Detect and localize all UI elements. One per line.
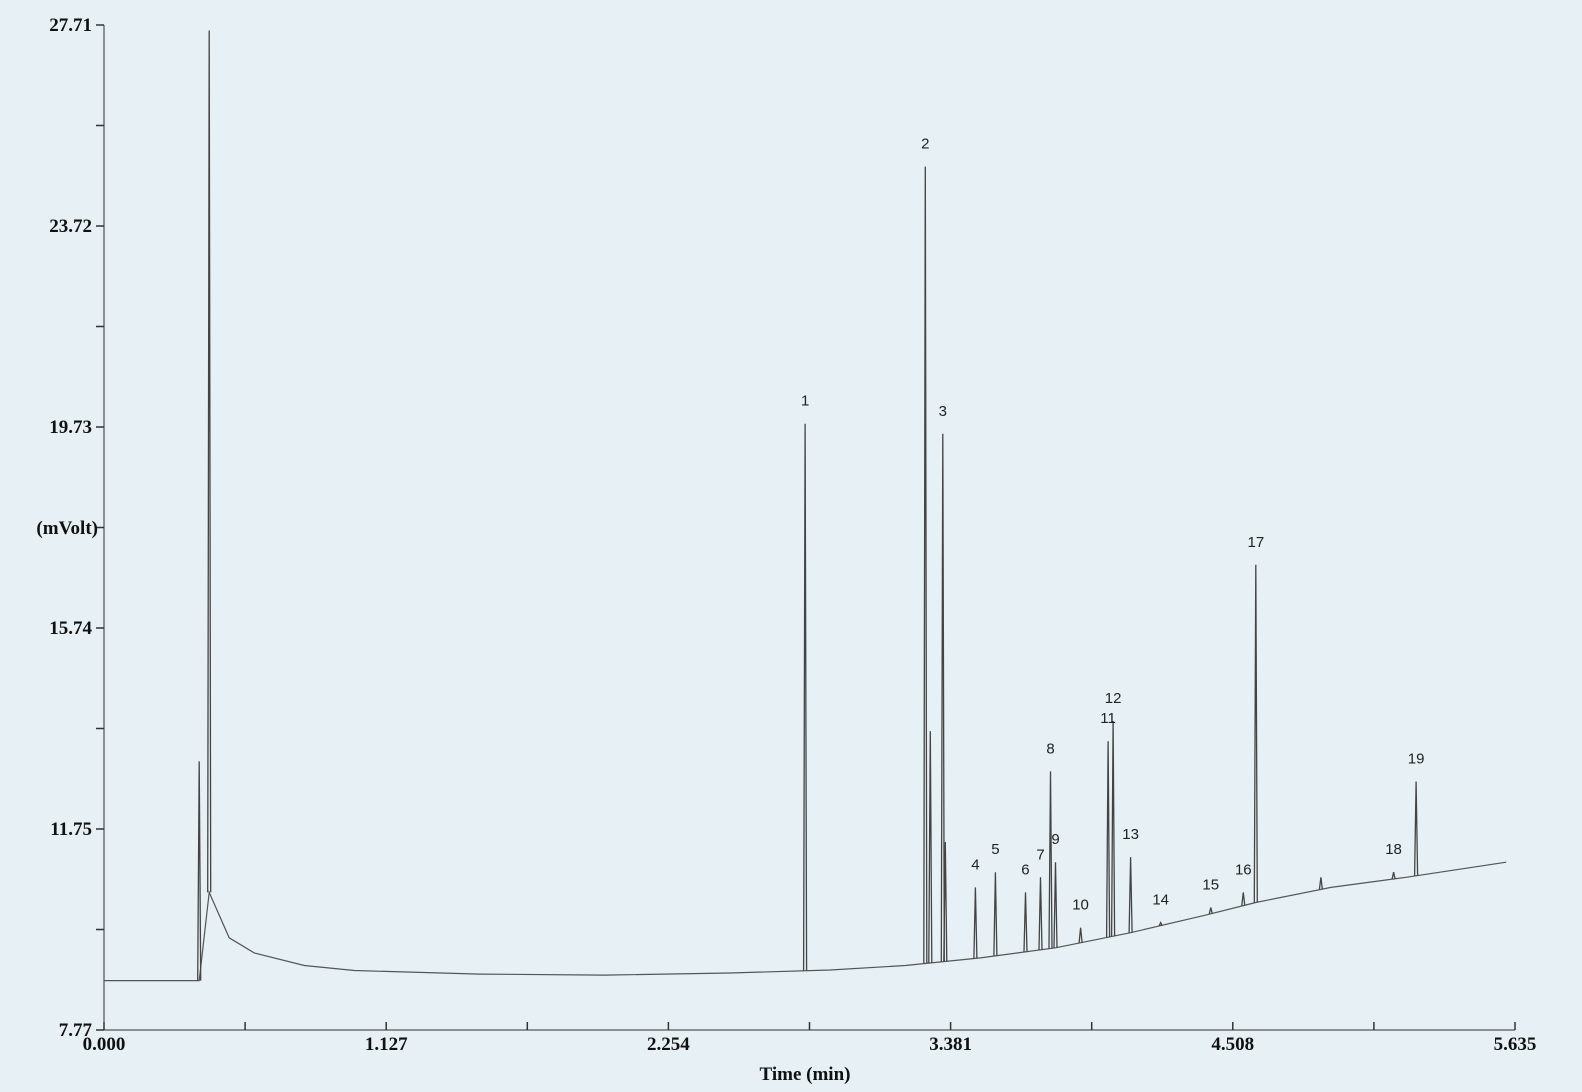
peak-label: 9: [1051, 831, 1059, 848]
peak: [1208, 907, 1213, 914]
peak: [923, 166, 928, 964]
peak-label: 5: [991, 841, 999, 858]
peak-label: 2: [921, 136, 929, 153]
peak: [1048, 771, 1053, 949]
peak-label: 17: [1247, 534, 1264, 551]
peak-label: 8: [1046, 740, 1054, 757]
peak: [1078, 927, 1083, 943]
peak: [1023, 892, 1028, 952]
peak: [1110, 720, 1116, 937]
peak: [993, 872, 998, 956]
peak: [1105, 741, 1111, 938]
peak-label: 3: [939, 403, 947, 420]
peak: [928, 731, 933, 964]
y-axis-ticks: 7.77 11.75 15.74 19.73 23.72 27.71: [49, 15, 104, 1041]
peak: [802, 423, 808, 971]
peak-label: 6: [1021, 861, 1029, 878]
peak-label: 15: [1202, 877, 1219, 894]
peak: [973, 887, 978, 959]
peak-label: 7: [1036, 846, 1044, 863]
y-tick-label: 7.77: [59, 1020, 93, 1041]
peak-label: 11: [1100, 710, 1116, 727]
peak: [207, 30, 212, 893]
peak: [1253, 564, 1258, 903]
y-tick-label: 23.72: [49, 216, 92, 237]
x-tick-label: 1.127: [365, 1034, 408, 1055]
peak: [1158, 921, 1163, 926]
y-tick-label: 11.75: [50, 819, 92, 840]
peak-label: 19: [1408, 751, 1425, 768]
x-tick-label: 4.508: [1211, 1034, 1254, 1055]
x-tick-label: 5.635: [1494, 1034, 1537, 1055]
signal-trace: [104, 30, 1507, 982]
baseline-line: [104, 861, 1507, 982]
peak-label: 4: [971, 856, 979, 873]
peak-label: 13: [1122, 826, 1139, 843]
y-tick-label: 27.71: [49, 15, 92, 36]
peak-label: 16: [1235, 861, 1252, 878]
peak: [943, 841, 948, 962]
y-axis-title: (mVolt): [36, 518, 98, 539]
peak: [1413, 781, 1419, 876]
peak-label: 12: [1105, 690, 1122, 707]
peak: [1241, 892, 1246, 906]
peak-label: 1: [801, 393, 809, 410]
y-tick-label: 15.74: [49, 618, 92, 639]
x-axis-title: Time (min): [760, 1064, 851, 1085]
peak: [1318, 877, 1324, 890]
x-tick-label: 0.000: [83, 1034, 126, 1055]
peak-label: 18: [1385, 841, 1402, 858]
y-tick-label: 19.73: [49, 417, 92, 438]
peak: [1128, 857, 1133, 933]
x-tick-label: 3.381: [929, 1034, 972, 1055]
peak: [1391, 872, 1396, 880]
peak: [197, 761, 202, 981]
x-tick-label: 2.254: [647, 1034, 690, 1055]
peak: [940, 433, 945, 962]
peak-label: 10: [1072, 897, 1089, 914]
peak: [1038, 877, 1043, 950]
peak-label: 14: [1152, 892, 1169, 909]
peak: [1053, 862, 1058, 948]
x-axis-ticks: 0.000 1.127 2.254 3.381 4.508 5.635: [83, 1022, 1537, 1055]
